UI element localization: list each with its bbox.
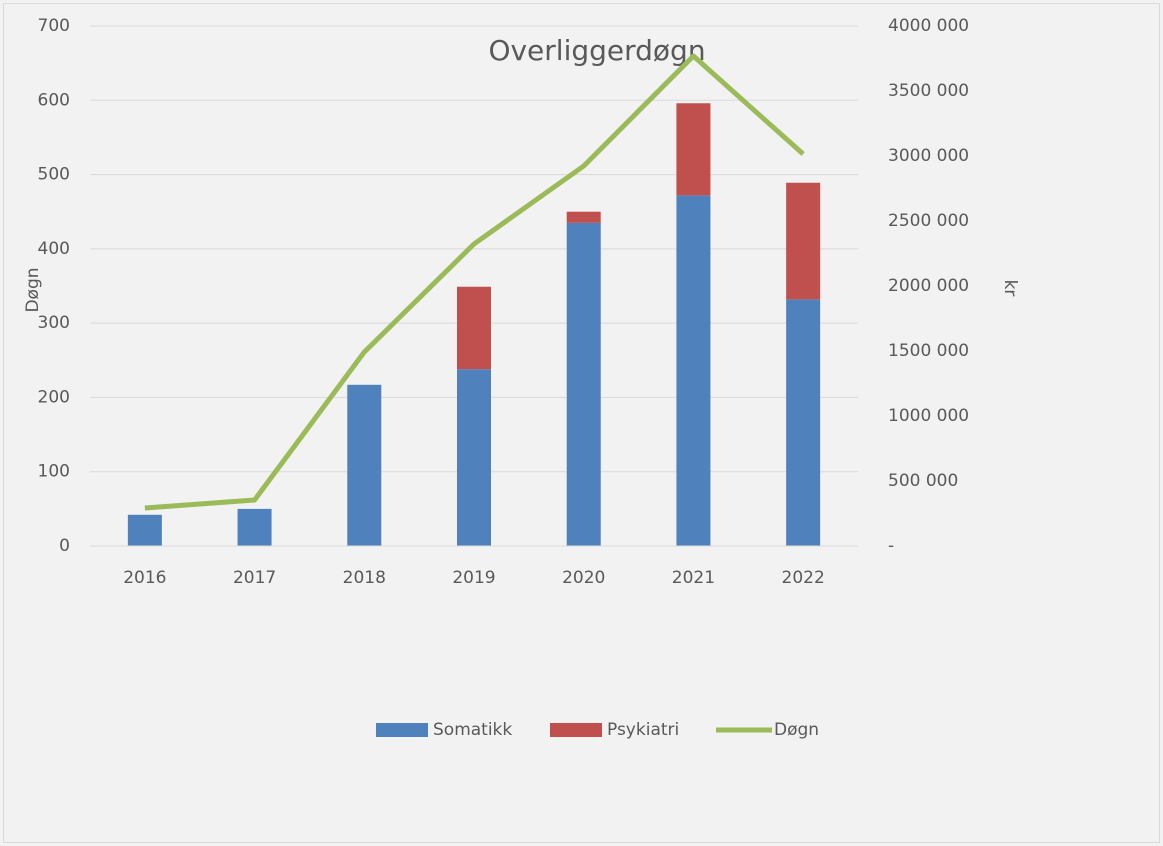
legend-label: Psykiatri bbox=[607, 720, 679, 740]
x-tick-label: 2018 bbox=[343, 568, 386, 588]
legend-label: Somatikk bbox=[433, 720, 512, 740]
bar bbox=[237, 508, 272, 546]
bar bbox=[457, 369, 491, 546]
y2-axis-label: kr bbox=[1000, 280, 1020, 297]
y-tick-label: 100 bbox=[38, 462, 70, 482]
y-tick-label: 200 bbox=[38, 387, 70, 407]
bar bbox=[347, 384, 382, 546]
y2-tick-label: - bbox=[888, 536, 894, 556]
y-tick-label: 400 bbox=[38, 239, 70, 259]
y-tick-label: 500 bbox=[38, 165, 70, 185]
line bbox=[144, 53, 805, 511]
y-tick-label: 0 bbox=[59, 536, 70, 556]
bar bbox=[457, 286, 491, 370]
y2-tick-label: 3500 000 bbox=[888, 81, 969, 101]
bar bbox=[676, 103, 711, 196]
legend-swatch bbox=[550, 723, 602, 737]
x-tick-label: 2017 bbox=[233, 568, 276, 588]
y2-tick-label: 1000 000 bbox=[888, 406, 969, 426]
bar bbox=[127, 514, 162, 546]
x-tick-label: 2022 bbox=[782, 568, 825, 588]
y2-tick-label: 3000 000 bbox=[888, 146, 969, 166]
x-tick-label: 2020 bbox=[562, 568, 605, 588]
bar bbox=[786, 299, 821, 546]
y2-tick-label: 2500 000 bbox=[888, 211, 969, 231]
x-tick-label: 2021 bbox=[672, 568, 715, 588]
y-tick-label: 600 bbox=[38, 90, 70, 110]
x-tick-label: 2016 bbox=[123, 568, 166, 588]
y2-tick-label: 500 000 bbox=[888, 471, 958, 491]
bar bbox=[786, 182, 821, 300]
bar bbox=[676, 195, 711, 546]
y2-tick-label: 4000 000 bbox=[888, 16, 969, 36]
y2-tick-label: 2000 000 bbox=[888, 276, 969, 296]
y-tick-label: 700 bbox=[38, 16, 70, 36]
chart-border bbox=[3, 3, 1160, 843]
x-tick-label: 2019 bbox=[452, 568, 495, 588]
y2-tick-label: 1500 000 bbox=[888, 341, 969, 361]
y-tick-label: 300 bbox=[38, 313, 70, 333]
bar bbox=[566, 211, 601, 223]
legend-swatch bbox=[376, 723, 428, 737]
chart-title: Overliggerdøgn bbox=[488, 34, 705, 67]
legend-label: Døgn bbox=[774, 720, 819, 740]
bar bbox=[566, 222, 601, 546]
y-axis-label: Døgn bbox=[23, 267, 43, 312]
